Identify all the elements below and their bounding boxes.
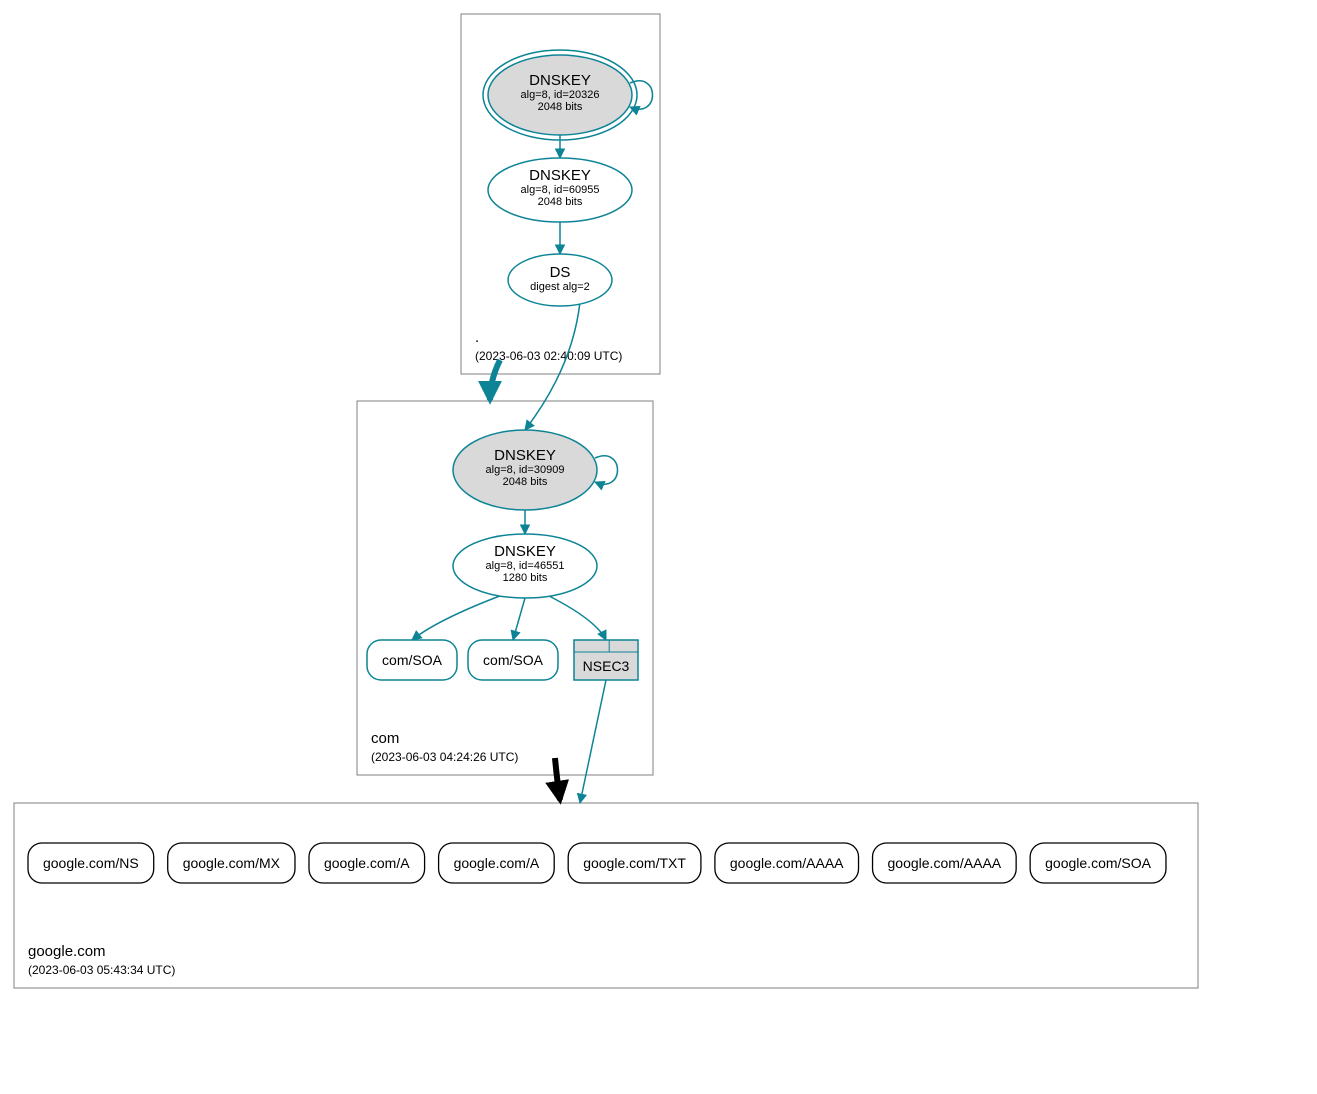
svg-text:alg=8, id=46551: alg=8, id=46551 [486,560,565,572]
svg-text:(2023-06-03 04:24:26 UTC): (2023-06-03 04:24:26 UTC) [371,750,518,764]
svg-text:com: com [371,730,399,747]
record-5: google.com/AAAA [715,843,859,883]
record-row: google.com/NS google.com/MX google.com/A go… [28,843,1166,883]
node-com_zsk: DNSKEYalg=8, id=465511280 bits [453,534,597,598]
svg-text:(2023-06-03 05:43:34 UTC): (2023-06-03 05:43:34 UTC) [28,963,175,977]
zone-google: google.com (2023-06-03 05:43:34 UTC) [14,803,1198,988]
svg-text:google.com/AAAA: google.com/AAAA [888,855,1002,871]
svg-text:google.com/MX: google.com/MX [183,855,281,871]
svg-text:google.com/AAAA: google.com/AAAA [730,855,844,871]
svg-text:2048 bits: 2048 bits [503,476,548,488]
svg-text:DNSKEY: DNSKEY [529,167,591,184]
svg-text:alg=8, id=20326: alg=8, id=20326 [521,89,600,101]
record-2: google.com/A [309,843,425,883]
svg-text:digest alg=2: digest alg=2 [530,281,590,293]
svg-text:DNSKEY: DNSKEY [494,447,556,464]
svg-text:com/SOA: com/SOA [382,652,443,668]
svg-text:google.com/A: google.com/A [454,855,540,871]
record-3: google.com/A [439,843,555,883]
record-7: google.com/SOA [1030,843,1166,883]
svg-text:alg=8, id=30909: alg=8, id=30909 [486,464,565,476]
svg-text:2048 bits: 2048 bits [538,101,583,113]
svg-text:google.com: google.com [28,943,106,960]
record-6: google.com/AAAA [873,843,1017,883]
svg-text:google.com/TXT: google.com/TXT [583,855,686,871]
svg-text:google.com/NS: google.com/NS [43,855,139,871]
svg-text:com/SOA: com/SOA [483,652,544,668]
record-0: google.com/NS [28,843,154,883]
svg-text:1280 bits: 1280 bits [503,572,548,584]
node-com_nsec3: NSEC3 [574,640,638,680]
svg-text:alg=8, id=60955: alg=8, id=60955 [521,184,600,196]
svg-text:google.com/SOA: google.com/SOA [1045,855,1151,871]
svg-text:2048 bits: 2048 bits [538,196,583,208]
node-root_ksk: DNSKEYalg=8, id=203262048 bits [483,50,653,140]
svg-text:DNSKEY: DNSKEY [529,72,591,89]
node-com_soa1: com/SOA [367,640,457,680]
svg-text:.: . [475,329,479,346]
node-com_ksk: DNSKEYalg=8, id=309092048 bits [453,430,618,510]
node-root_zsk: DNSKEYalg=8, id=609552048 bits [488,158,632,222]
node-root_ds: DSdigest alg=2 [508,254,612,306]
svg-text:DS: DS [550,264,571,281]
record-4: google.com/TXT [568,843,701,883]
svg-text:NSEC3: NSEC3 [583,658,630,674]
record-1: google.com/MX [168,843,295,883]
dnssec-diagram: .(2023-06-03 02:40:09 UTC)com(2023-06-03… [0,0,1317,1094]
nodes: DNSKEYalg=8, id=203262048 bitsDNSKEYalg=… [367,50,653,680]
node-com_soa2: com/SOA [468,640,558,680]
svg-text:DNSKEY: DNSKEY [494,543,556,560]
svg-text:google.com/A: google.com/A [324,855,410,871]
